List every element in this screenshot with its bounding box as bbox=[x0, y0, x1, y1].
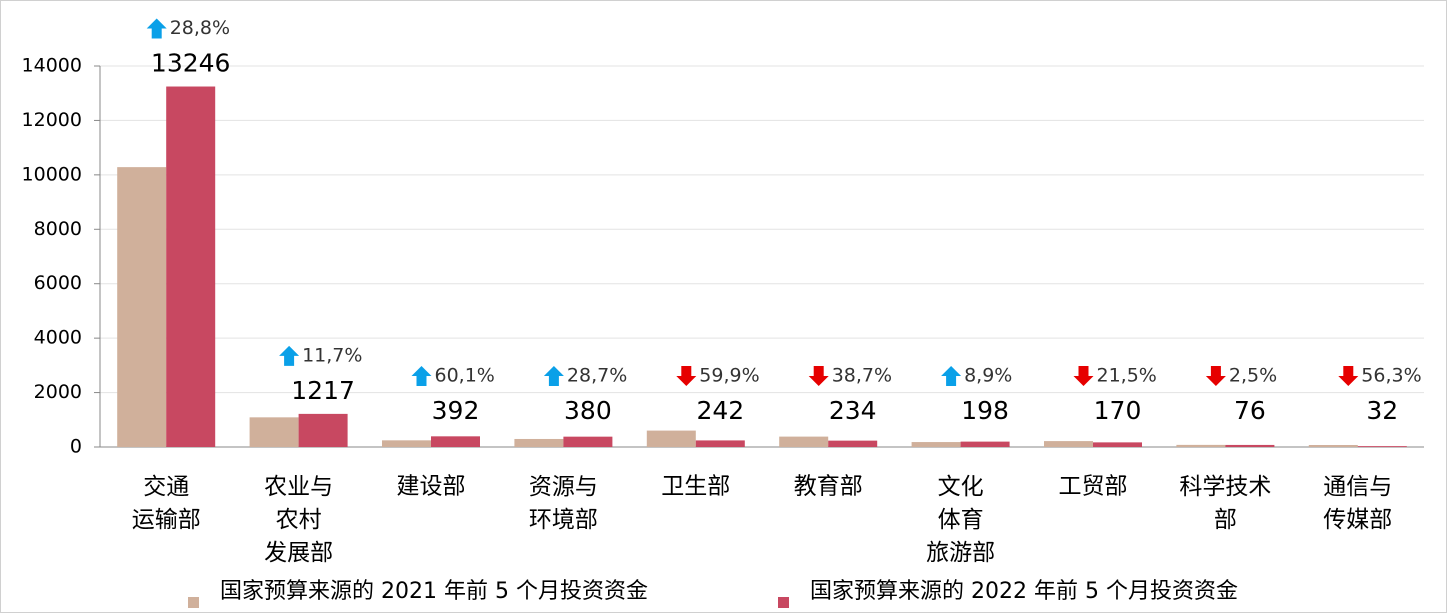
data-label: 1217 bbox=[291, 376, 355, 405]
bar bbox=[298, 413, 348, 447]
arrow-up bbox=[411, 366, 432, 386]
bar bbox=[1044, 441, 1093, 447]
bar bbox=[166, 86, 216, 448]
arrow-up bbox=[543, 366, 564, 386]
data-label: 234 bbox=[829, 396, 877, 425]
data-label: 76 bbox=[1234, 396, 1266, 425]
x-tick-label: 资源与环境部 bbox=[529, 474, 598, 533]
legend-swatch bbox=[778, 597, 789, 608]
bar bbox=[911, 442, 961, 447]
change-label: 8,9% bbox=[964, 365, 1012, 387]
bar bbox=[249, 417, 299, 447]
x-tick-label: 工贸部 bbox=[1059, 474, 1128, 500]
y-tick-label: 2000 bbox=[34, 381, 82, 403]
bar bbox=[1225, 444, 1275, 447]
x-tick-label: 卫生部 bbox=[661, 474, 730, 500]
bar bbox=[828, 440, 878, 447]
data-label: 32 bbox=[1366, 396, 1398, 425]
arrow-down bbox=[1073, 366, 1094, 386]
arrow-up bbox=[941, 366, 962, 386]
change-label: 28,7% bbox=[567, 365, 627, 387]
change-label: 21,5% bbox=[1097, 365, 1157, 387]
y-tick-label: 8000 bbox=[34, 218, 82, 240]
data-label: 13246 bbox=[151, 49, 231, 78]
data-label: 392 bbox=[432, 396, 480, 425]
bar bbox=[382, 440, 431, 447]
x-tick-label: 教育部 bbox=[794, 474, 863, 500]
bar bbox=[646, 430, 696, 447]
x-tick-label: 建设部 bbox=[397, 474, 466, 500]
bar bbox=[960, 441, 1010, 447]
change-label: 60,1% bbox=[435, 365, 495, 387]
y-tick-label: 0 bbox=[70, 436, 82, 458]
data-label: 198 bbox=[961, 396, 1009, 425]
data-label: 170 bbox=[1094, 396, 1142, 425]
y-tick-label: 12000 bbox=[22, 109, 82, 131]
bar bbox=[117, 167, 167, 447]
y-tick-label: 6000 bbox=[34, 272, 82, 294]
data-label: 242 bbox=[696, 396, 744, 425]
x-tick-label: 通信与传媒部 bbox=[1323, 474, 1392, 533]
bar bbox=[1093, 442, 1142, 447]
legend-label: 国家预算来源的 2022 年前 5 个月投资资金 bbox=[810, 579, 1238, 604]
change-label: 38,7% bbox=[832, 365, 892, 387]
y-tick-label: 4000 bbox=[34, 327, 82, 349]
change-label: 28,8% bbox=[170, 17, 230, 39]
bar bbox=[563, 436, 613, 447]
change-label: 56,3% bbox=[1361, 365, 1421, 387]
arrow-down bbox=[1205, 366, 1226, 386]
arrow-down bbox=[676, 366, 697, 386]
change-label: 11,7% bbox=[302, 344, 362, 366]
x-tick-label: 文化体育旅游部 bbox=[926, 474, 995, 566]
x-tick-label: 交通运输部 bbox=[132, 474, 201, 533]
arrow-down bbox=[808, 366, 829, 386]
arrow-down bbox=[1338, 366, 1359, 386]
change-label: 59,9% bbox=[699, 365, 759, 387]
data-label: 380 bbox=[564, 396, 612, 425]
legend-swatch bbox=[188, 597, 199, 608]
bar bbox=[779, 436, 829, 447]
bar bbox=[1176, 444, 1226, 447]
y-tick-label: 14000 bbox=[22, 55, 82, 77]
bar bbox=[514, 438, 564, 447]
x-tick-label: 农业与农村发展部 bbox=[264, 474, 333, 566]
x-tick-label: 科学技术部 bbox=[1179, 474, 1271, 533]
bar bbox=[1357, 446, 1407, 447]
bar bbox=[1308, 445, 1358, 447]
legend-label: 国家预算来源的 2021 年前 5 个月投资资金 bbox=[220, 579, 648, 604]
arrow-up bbox=[279, 345, 300, 366]
bar bbox=[695, 440, 745, 447]
bar bbox=[431, 436, 480, 447]
arrow-up bbox=[146, 18, 167, 39]
change-label: 2,5% bbox=[1229, 365, 1277, 387]
y-tick-label: 10000 bbox=[22, 163, 82, 185]
